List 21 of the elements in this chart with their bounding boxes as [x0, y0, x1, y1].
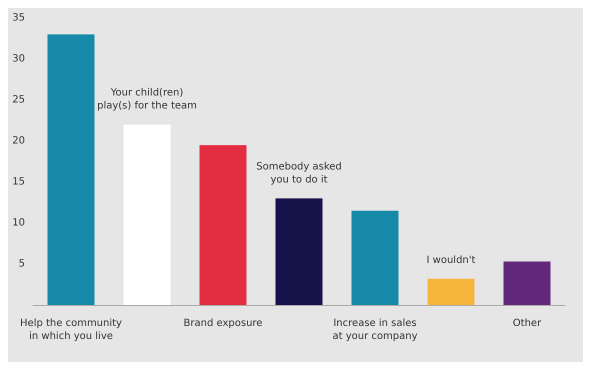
y-tick-label: 5 [18, 258, 25, 270]
x-tick-label: Your child(ren) play(s) for the team [97, 88, 197, 112]
x-tick-label: Somebody asked you to do it [256, 161, 342, 186]
bar [352, 210, 398, 305]
bar [200, 145, 246, 305]
y-tick-label: 25 [12, 94, 25, 106]
y-tick-label: 30 [12, 54, 25, 64]
x-tick-label: I wouldn't [426, 254, 476, 266]
y-tick-label: 10 [12, 218, 25, 228]
x-tick-label: Brand exposure [184, 318, 262, 329]
x-tick-label: Increase in sales at your company [332, 318, 418, 342]
bar [48, 34, 94, 305]
bar [504, 262, 550, 305]
bar [428, 278, 474, 305]
y-tick-label: 15 [12, 176, 25, 188]
bar [276, 198, 322, 305]
y-tick-label: 35 [12, 12, 25, 24]
x-tick-label: Help the community in which you live [20, 318, 122, 342]
bar [124, 124, 170, 305]
x-tick-label: Other [512, 318, 542, 329]
y-tick-label: 20 [12, 136, 25, 146]
